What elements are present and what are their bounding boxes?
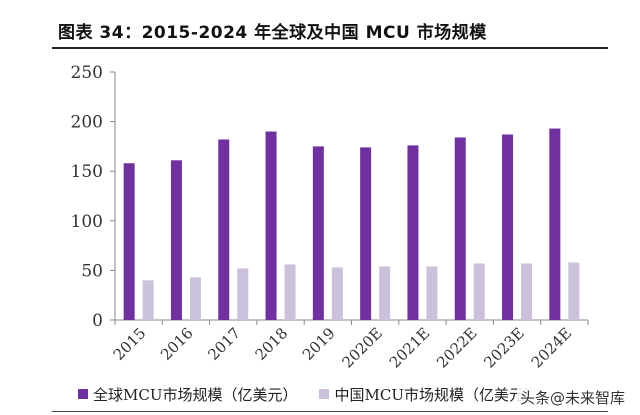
bar-china-2015: [142, 280, 154, 320]
bar-china-2020E: [379, 266, 391, 320]
bar-china-2018: [284, 264, 296, 320]
watermark: 头条@未来智库: [516, 386, 628, 409]
x-tick-label: 2018: [252, 324, 292, 364]
y-axis: 0 50 100 150 200 250: [71, 63, 116, 331]
bottom-rule: [52, 411, 608, 412]
chart-title: 图表 34：2015-2024 年全球及中国 MCU 市场规模: [58, 23, 487, 43]
x-tick-label: 2015: [110, 324, 150, 364]
y-tick-label: 50: [81, 261, 103, 281]
bars: [123, 128, 580, 320]
legend-label-china: 中国MCU市场规模（亿美元）: [334, 385, 539, 404]
bar-global-2017: [218, 139, 230, 320]
bar-global-2015: [123, 163, 135, 320]
x-tick-label: 2016: [157, 324, 197, 364]
y-tick-label: 0: [92, 311, 103, 331]
y-tick-label: 250: [71, 63, 103, 83]
bar-global-2019: [312, 146, 324, 320]
legend-swatch-global: [78, 389, 88, 399]
bar-global-2016: [170, 160, 182, 320]
x-tick-label: 2022E: [433, 324, 480, 371]
x-tick-label: 2021E: [386, 324, 433, 371]
x-tick-label: 2019: [299, 324, 339, 364]
bar-global-2018: [265, 131, 277, 320]
bar-global-2022E: [454, 137, 466, 320]
y-tick-label: 100: [71, 212, 103, 232]
x-tick-label: 2024E: [528, 324, 575, 371]
legend-item-global: 全球MCU市场规模（亿美元）: [78, 384, 297, 405]
bar-chart: 0 50 100 150 200 250 2015 2016 2017 2018 2019 2020…: [71, 63, 589, 372]
bar-china-2019: [331, 267, 343, 320]
legend-item-china: 中国MCU市场规模（亿美元）: [319, 384, 539, 405]
x-tick-label: 2020E: [339, 324, 386, 371]
bar-china-2023E: [521, 263, 533, 320]
title-underline: [52, 47, 608, 49]
bar-china-2024E: [568, 262, 580, 320]
x-tick-label: 2023E: [480, 324, 527, 371]
y-tick-label: 200: [71, 113, 103, 133]
bar-global-2020E: [360, 147, 372, 320]
bar-china-2016: [189, 277, 201, 320]
legend-swatch-china: [319, 389, 330, 399]
bar-china-2021E: [426, 266, 438, 320]
bar-global-2024E: [549, 128, 561, 320]
x-axis: 2015 2016 2017 2018 2019 2020E 2021E 2022E 2023E…: [110, 319, 589, 372]
bar-global-2021E: [407, 145, 419, 320]
bar-china-2017: [237, 268, 249, 320]
bar-china-2022E: [473, 263, 485, 320]
y-tick-label: 150: [71, 162, 103, 182]
legend: 全球MCU市场规模（亿美元） 中国MCU市场规模（亿美元）: [78, 383, 561, 405]
legend-label-global: 全球MCU市场规模（亿美元）: [93, 385, 298, 404]
bar-global-2023E: [502, 134, 514, 320]
x-tick-label: 2017: [204, 324, 244, 364]
